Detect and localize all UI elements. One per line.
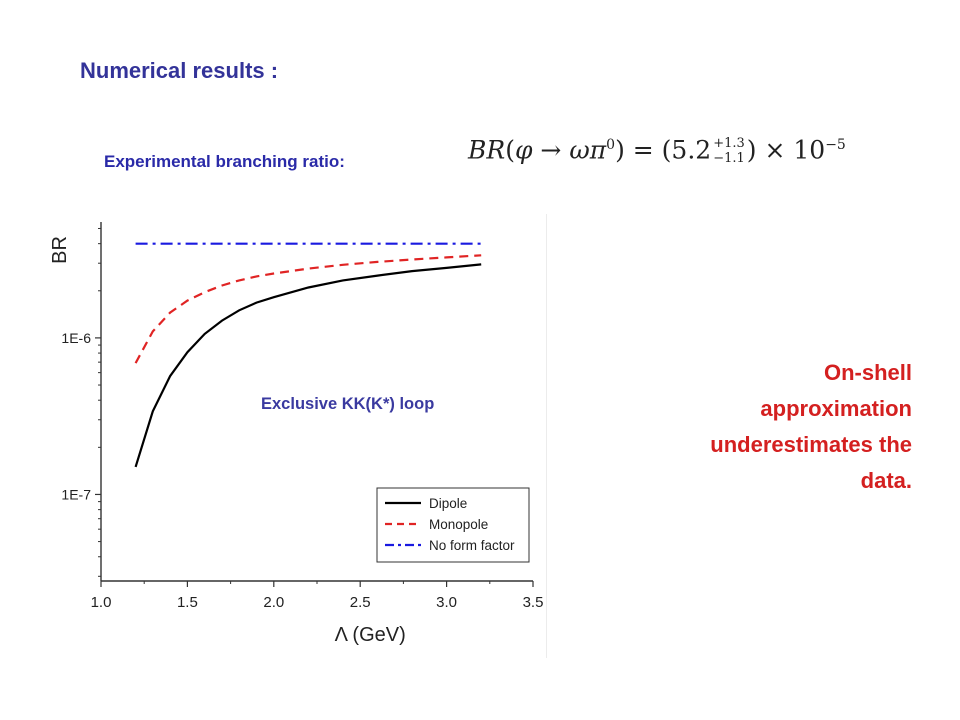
legend-label: No form factor [429, 538, 515, 553]
conclusion-callout: On-shell approximation underestimates th… [592, 355, 912, 499]
y-tick-label: 1E-6 [61, 330, 91, 346]
formula-err-plus: +1.3 [713, 136, 745, 151]
chart-svg: 1.0 1.5 2.0 2.5 3.0 3.5 1E-7 1E-6 BR Λ (GeV) Dipol… [49, 222, 544, 646]
x-tick-label: 3.0 [436, 594, 457, 611]
x-tick-label: 2.5 [350, 594, 371, 611]
x-tick-label: 2.0 [263, 594, 284, 611]
x-axis-label: Λ (GeV) [335, 624, 406, 646]
chart-annotation: Exclusive KK(K*) loop [261, 395, 434, 413]
callout-line-2: approximation [760, 396, 912, 421]
y-tick-label: 1E-7 [61, 486, 91, 502]
x-tick-label: 3.5 [523, 594, 544, 611]
formula-times: × 10 [764, 135, 826, 165]
formula-lhs-symbol: BR [468, 135, 506, 165]
slide-title: Numerical results : [80, 58, 279, 83]
formula-errors: +1.3 −1.1 [713, 136, 745, 167]
formula-err-minus: −1.1 [713, 150, 745, 166]
legend-label: Dipole [429, 496, 467, 511]
x-tick-label: 1.0 [91, 594, 112, 611]
series-line-dipole [134, 263, 482, 468]
x-tick-label: 1.5 [177, 594, 198, 611]
series-line-monopole [134, 254, 482, 364]
experimental-branching-ratio-label: Experimental branching ratio: [104, 152, 345, 171]
callout-line-3: underestimates the [710, 432, 912, 457]
callout-line-1: On-shell [823, 360, 912, 385]
callout-line-4: data. [860, 468, 912, 493]
chart-divider [546, 214, 547, 658]
branching-ratio-formula: BR(φ → ωπ0) = (5.2 +1.3 −1.1) × 10−5 [468, 135, 846, 167]
y-axis-label: BR [49, 236, 71, 264]
legend-label: Monopole [429, 517, 488, 532]
formula-exponent: −5 [825, 137, 846, 154]
formula-lhs-args: φ → ωπ [514, 135, 607, 165]
branching-ratio-chart: 1.0 1.5 2.0 2.5 3.0 3.5 1E-7 1E-6 BR Λ (GeV) Dipol… [40, 214, 550, 660]
formula-central-value: 5.2 [671, 135, 712, 165]
formula-lhs-superscript: 0 [606, 137, 616, 154]
